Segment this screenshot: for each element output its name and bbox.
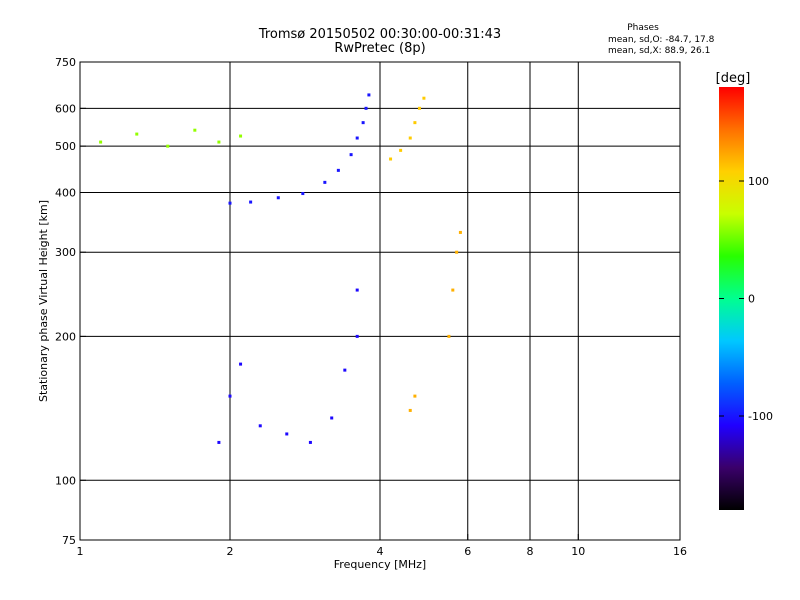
x-tick-label: 6 [464,545,471,558]
echo-point [349,153,353,157]
echo-point [193,128,197,132]
echo-point [408,408,412,412]
echo-point [364,106,368,110]
x-tick-label: 2 [227,545,234,558]
y-tick-label: 500 [55,140,76,153]
echo-point [258,424,262,428]
y-tick-label: 200 [55,330,76,343]
colorbar-label: [deg] [716,71,751,86]
echo-point [308,440,312,444]
echo-point [217,440,221,444]
echo-point [343,368,347,372]
echo-point [249,200,253,204]
y-tick-label: 400 [55,186,76,199]
y-axis-label: Stationary phase Virtual Height [km] [37,200,50,402]
grid [80,62,680,540]
x-tick-label: 10 [571,545,585,558]
echo-point [217,140,221,144]
echo-point [417,106,421,110]
echo-point [330,416,334,420]
colorbar-tick-label: 0 [748,293,755,306]
echo-point [355,334,359,338]
echo-point [408,136,412,140]
echo-point [413,394,417,398]
y-tick-label: 75 [62,534,76,547]
echo-point [458,230,462,234]
echo-point [239,362,243,366]
echo-point [336,168,340,172]
x-axis-label: Frequency [MHz] [334,558,426,571]
colorbar-ticks: -100 0 100 [719,175,773,423]
stats-heading: Phases [627,23,659,33]
echo-point [413,121,417,125]
echo-point [422,96,426,100]
echo-point [228,201,232,205]
echo-point [451,288,455,292]
chart-title: Tromsø 20150502 00:30:00-00:31:43 [258,27,501,42]
echo-point [399,148,403,152]
y-tick-label: 600 [55,102,76,115]
echo-point [361,121,365,125]
echo-point [228,394,232,398]
axis-ticks: 1 2 4 6 8 10 16 75 100 200 300 400 500 600 750 [55,56,687,558]
echo-point [455,250,459,254]
x-tick-label: 4 [377,545,384,558]
y-tick-label: 100 [55,474,76,487]
echo-point [285,432,289,436]
echo-point [301,192,305,196]
y-tick-label: 750 [55,56,76,69]
echo-point [447,334,451,338]
data-points [99,93,462,444]
echo-point [239,134,243,138]
colorbar-tick-label: -100 [748,410,773,423]
echo-point [389,157,393,161]
chart-subtitle: RwPretec (8p) [334,41,425,56]
x-tick-label: 1 [77,545,84,558]
echo-point [355,288,359,292]
echo-point [276,196,280,200]
echo-point [135,132,139,136]
x-tick-label: 8 [527,545,534,558]
echo-point [355,136,359,140]
colorbar-tick-label: 100 [748,175,769,188]
echo-point [99,140,103,144]
y-tick-label: 300 [55,246,76,259]
stats-line-o: mean, sd,O: -84.7, 17.8 [608,35,715,45]
echo-point [323,180,327,184]
echo-point [367,93,371,97]
echo-point [166,144,170,148]
stats-line-x: mean, sd,X: 88.9, 26.1 [608,46,710,56]
x-tick-label: 16 [673,545,687,558]
